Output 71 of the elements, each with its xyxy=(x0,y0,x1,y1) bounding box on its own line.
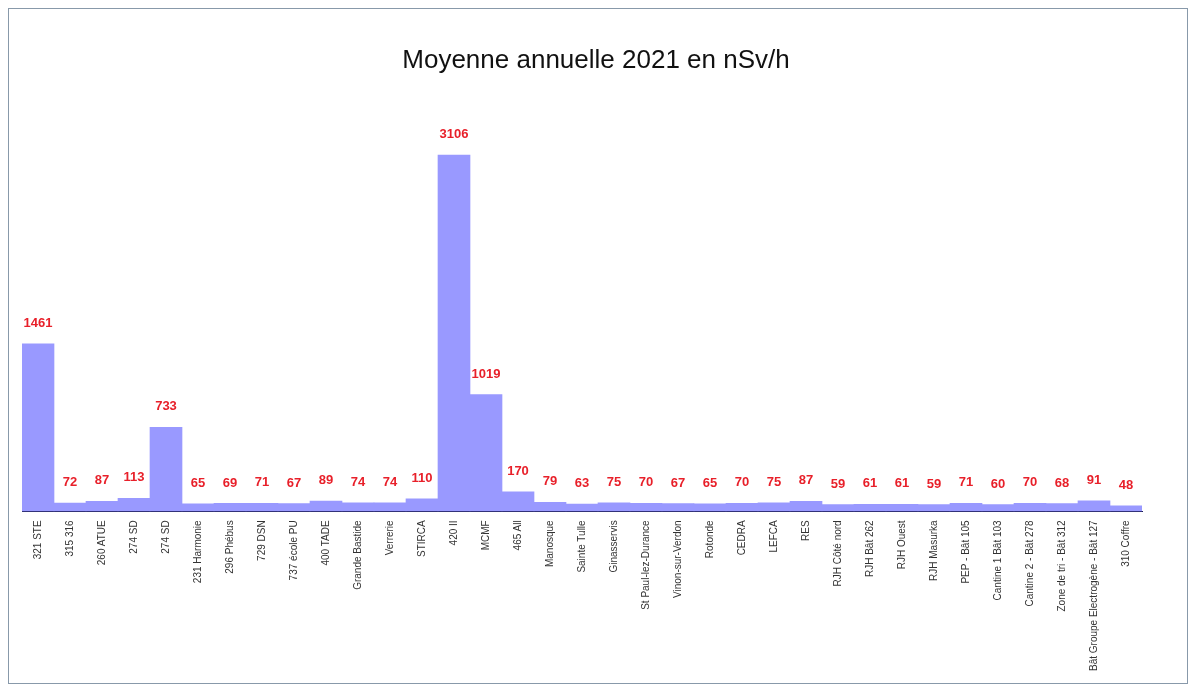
x-tick-label: Zone de tri - Bât 312 xyxy=(1055,519,1067,612)
x-tick-label: Sainte Tulle xyxy=(575,519,587,573)
x-tick-label: PEP - Bât 105 xyxy=(959,519,971,584)
data-label: 75 xyxy=(766,473,782,489)
x-tick-label: 310 Coffre xyxy=(1119,519,1131,567)
data-label: 72 xyxy=(62,474,78,490)
chart-title: Moyenne annuelle 2021 en nSv/h xyxy=(401,44,791,75)
x-tick-label: Ginasservis xyxy=(607,520,619,573)
x-tick-label: 321 STE xyxy=(31,520,43,560)
data-label: 70 xyxy=(734,474,750,490)
data-label: 65 xyxy=(702,474,718,490)
data-label: 67 xyxy=(670,474,686,490)
data-label: 170 xyxy=(507,462,529,478)
data-label: 113 xyxy=(123,469,145,485)
x-tick-label: 465 All xyxy=(511,520,523,551)
x-tick-label: 260 ATUE xyxy=(95,520,107,566)
x-tick-label: Verrerie xyxy=(383,519,395,556)
x-tick-label: 737 école PU xyxy=(287,520,299,581)
data-label: 59 xyxy=(926,475,942,491)
data-label: 70 xyxy=(1022,474,1038,490)
x-tick-label: STIRCA xyxy=(415,520,427,558)
x-tick-label: RES xyxy=(799,520,811,541)
x-tick-label: RJH Masurka xyxy=(927,519,939,581)
data-label: 89 xyxy=(318,472,334,488)
x-tick-label: RJH Côté nord xyxy=(831,520,843,587)
x-tick-label: 231 Harmonie xyxy=(191,519,203,584)
data-label: 59 xyxy=(830,475,846,491)
x-tick-label: Vinon-sur-Verdon xyxy=(671,520,683,599)
x-tick-label: Grande Bastide xyxy=(351,519,363,590)
x-tick-label: St Paul-lez-Durance xyxy=(639,519,651,610)
data-label: 79 xyxy=(542,473,558,489)
x-tick-label: Cantine 2 - Bât 278 xyxy=(1023,519,1035,607)
data-label: 48 xyxy=(1118,476,1134,492)
data-label: 60 xyxy=(990,475,1006,491)
x-tick-label: Bât Groupe Electrogène - Bât 127 xyxy=(1087,519,1099,672)
x-tick-label: 296 Phébus xyxy=(223,520,235,574)
data-label: 733 xyxy=(155,398,177,414)
data-label: 61 xyxy=(894,475,910,491)
data-label: 110 xyxy=(411,469,433,485)
data-label: 71 xyxy=(254,474,270,490)
data-label: 74 xyxy=(382,473,398,489)
x-tick-label: 274 SD xyxy=(127,520,139,554)
data-label: 87 xyxy=(798,472,814,488)
x-tick-label: 400 TADE xyxy=(319,520,331,566)
data-label: 1461 xyxy=(23,314,53,330)
data-label: 91 xyxy=(1086,471,1102,487)
x-tick-label: RJH Bât 262 xyxy=(863,519,875,578)
data-label: 63 xyxy=(574,475,590,491)
data-label: 68 xyxy=(1054,474,1070,490)
data-label: 74 xyxy=(350,473,366,489)
x-tick-label: LEFCA xyxy=(767,520,779,553)
data-label: 65 xyxy=(190,474,206,490)
x-tick-label: 274 SD xyxy=(159,520,171,554)
data-label: 61 xyxy=(862,475,878,491)
data-label: 70 xyxy=(638,474,654,490)
x-tick-label: 315 316 xyxy=(63,519,75,557)
x-tick-label: RJH Ouest xyxy=(895,520,907,570)
data-label: 87 xyxy=(94,472,110,488)
x-tick-label: 420 II xyxy=(447,520,459,546)
data-label: 71 xyxy=(958,474,974,490)
data-label: 1019 xyxy=(471,365,501,381)
x-tick-label: Manosque xyxy=(543,519,555,568)
x-tick-label: CEDRA xyxy=(735,520,747,556)
x-tick-label: Rotonde xyxy=(703,519,715,559)
data-label: 67 xyxy=(286,474,302,490)
data-label: 75 xyxy=(606,473,622,489)
data-label: 69 xyxy=(222,474,238,490)
x-tick-label: MCMF xyxy=(479,520,491,551)
x-tick-label: 729 DSN xyxy=(255,520,267,561)
data-label: 3106 xyxy=(439,126,469,142)
x-tick-label: Cantine 1 Bât 103 xyxy=(991,519,1003,601)
